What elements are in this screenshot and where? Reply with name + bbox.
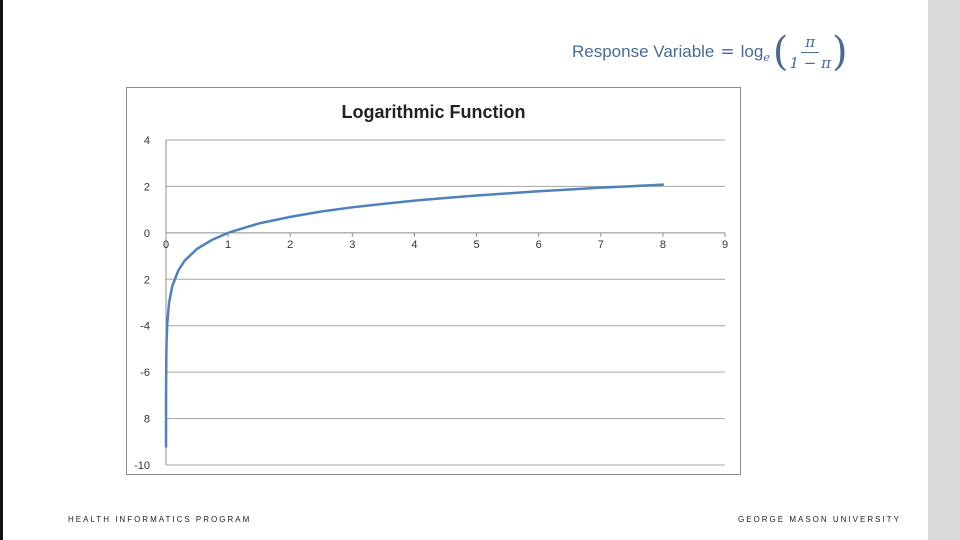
- x-tick-label: 1: [225, 239, 231, 251]
- y-tick-label: 8: [144, 414, 150, 426]
- y-tick-label: 0: [144, 228, 150, 240]
- formula-left-paren: (: [772, 29, 789, 75]
- formula-lhs: Response Variable: [572, 42, 715, 61]
- chart-plot: 4 2 0 2 -4 -6 8 -10 0 1 2 3 4 5 6 7 8 9: [134, 135, 728, 472]
- y-tick-label: -10: [134, 460, 150, 472]
- y-tick-label: -4: [140, 321, 150, 333]
- series-line: [164, 183, 665, 448]
- formula-denominator: 1 − π: [789, 53, 831, 72]
- x-tick-label: 8: [660, 239, 666, 251]
- logit-formula: Response Variable = log e ( π 1 − π ): [572, 30, 848, 74]
- x-tick-label: 4: [411, 239, 417, 251]
- formula-right-paren: ): [831, 29, 848, 75]
- formula-numerator: π: [801, 33, 820, 53]
- footer-program: HEALTH INFORMATICS PROGRAM: [68, 515, 252, 524]
- x-tick-label: 9: [722, 239, 728, 251]
- chart-title: Logarithmic Function: [341, 102, 526, 122]
- formula-log: log: [740, 42, 764, 61]
- x-tick-label: 2: [287, 239, 293, 251]
- y-tick-label: -6: [140, 367, 150, 379]
- formula-fraction: π 1 − π: [789, 33, 831, 72]
- y-tick-label: 2: [144, 181, 150, 193]
- x-tick-label: 0: [163, 239, 169, 251]
- right-scroll-strip: [928, 0, 960, 540]
- x-tick-label: 7: [598, 239, 604, 251]
- formula-equals: =: [720, 42, 735, 62]
- x-tick-label: 5: [473, 239, 479, 251]
- x-tick-label: 6: [536, 239, 542, 251]
- left-edge-rule: [0, 0, 3, 540]
- x-tick-label: 3: [349, 239, 355, 251]
- y-tick-label: 2: [144, 274, 150, 286]
- footer-university: GEORGE MASON UNIVERSITY: [738, 515, 901, 524]
- y-tick-label: 4: [144, 135, 150, 147]
- chart-frame: 4 2 0 2 -4 -6 8 -10 0 1 2 3 4 5 6 7 8 9 Logarithmic Funct…: [126, 87, 741, 475]
- formula-log-base: e: [763, 50, 770, 64]
